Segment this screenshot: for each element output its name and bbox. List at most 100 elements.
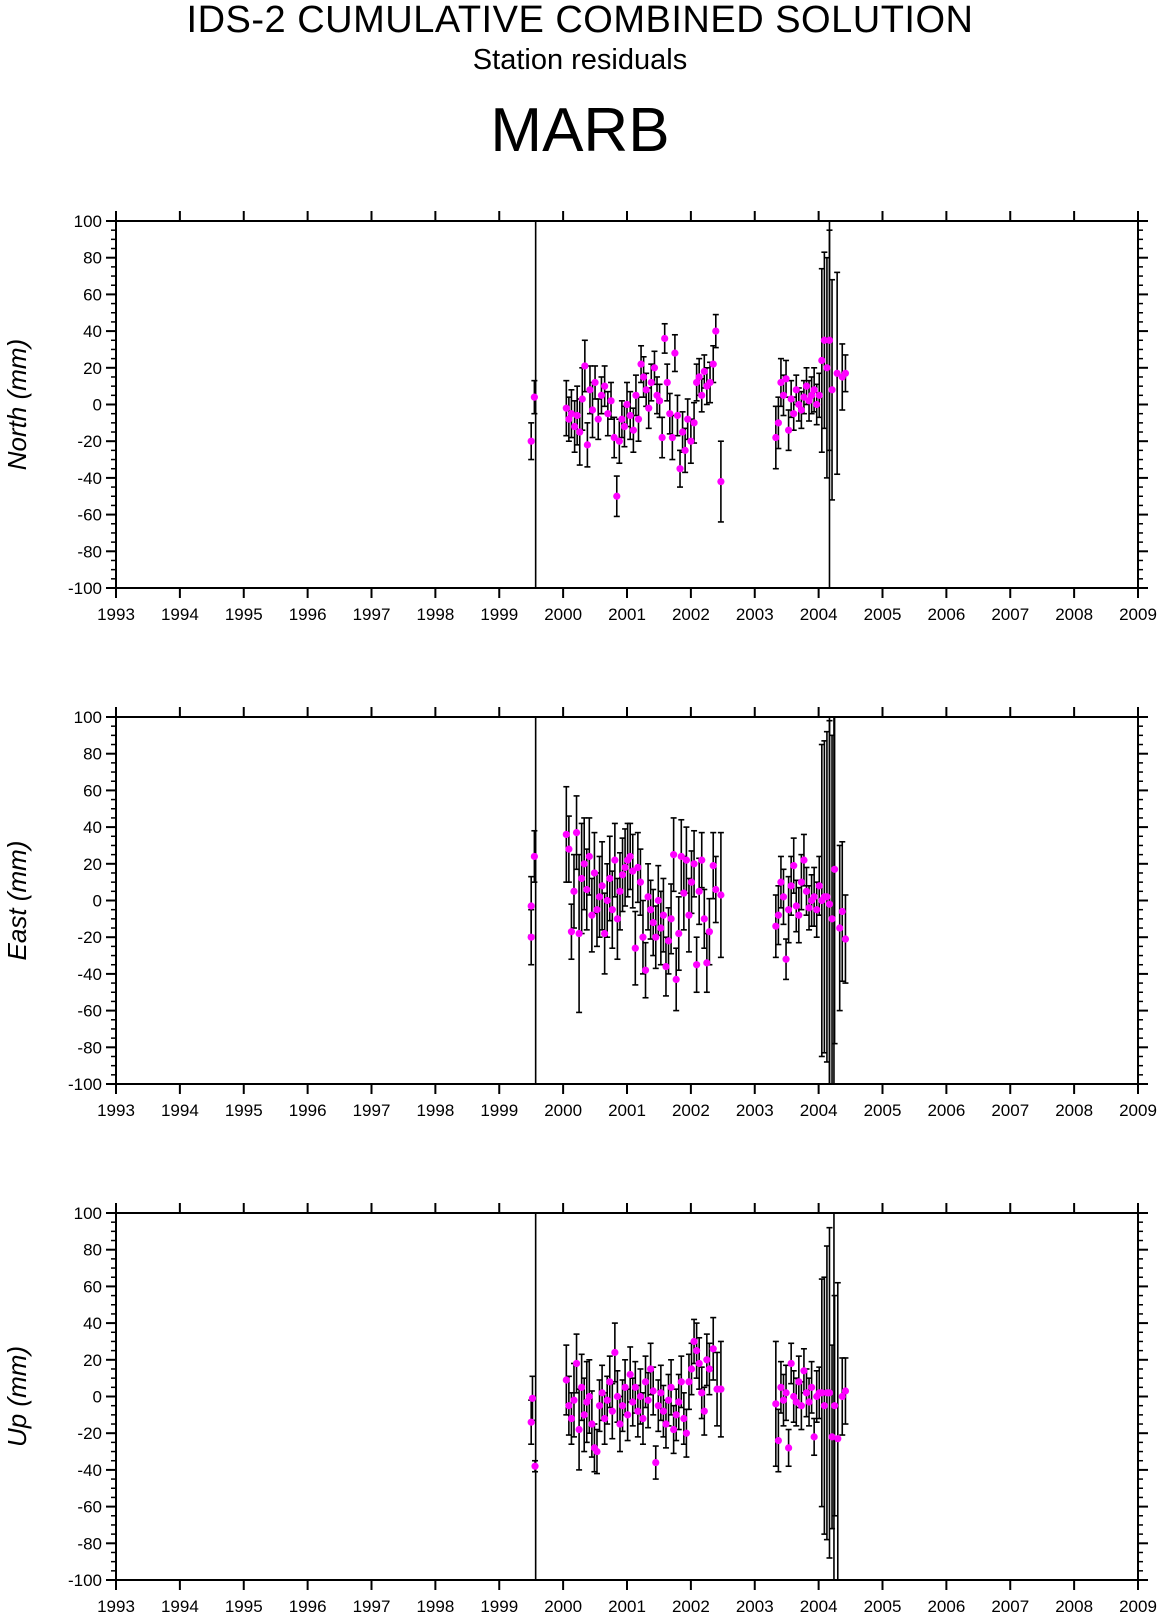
data-point <box>586 386 594 394</box>
data-point <box>682 1429 691 1437</box>
data-point <box>705 1365 713 1373</box>
data-point <box>800 1367 808 1375</box>
data-point <box>647 1365 655 1373</box>
x-tick-label: 2001 <box>608 1101 646 1120</box>
data-point <box>792 386 800 394</box>
chart-main-title: IDS-2 CUMULATIVE COMBINED SOLUTION <box>186 0 974 41</box>
data-point <box>531 1462 539 1470</box>
data-point <box>785 426 793 434</box>
data-point <box>576 428 584 436</box>
data-point <box>818 1389 826 1397</box>
data-point <box>712 885 720 894</box>
x-tick-label: 2005 <box>864 605 902 624</box>
data-point <box>594 415 602 423</box>
data-point <box>779 391 788 399</box>
x-tick-label: 1997 <box>353 1597 391 1616</box>
data-layer <box>527 717 850 1084</box>
data-point <box>649 1387 657 1395</box>
x-tick-label: 2007 <box>991 1597 1029 1616</box>
x-tick-label: 1994 <box>161 1597 199 1616</box>
y-tick-label: 60 <box>83 285 102 304</box>
data-point <box>813 400 821 409</box>
data-point <box>645 404 653 412</box>
data-point <box>667 915 675 923</box>
x-tick-label: 2000 <box>544 1597 582 1616</box>
y-tick-label: -100 <box>68 1571 102 1590</box>
data-point <box>608 1407 616 1415</box>
y-tick-label: -80 <box>77 542 102 561</box>
y-tick-label: 20 <box>83 359 102 378</box>
data-point <box>606 1378 614 1386</box>
data-point <box>610 433 618 442</box>
x-tick-label: 1999 <box>480 1597 518 1616</box>
x-tick-label: 2009 <box>1119 605 1157 624</box>
data-point <box>698 391 706 399</box>
data-point <box>792 902 800 910</box>
x-tick-label: 1994 <box>161 1101 199 1120</box>
data-point <box>802 887 811 895</box>
x-tick-label: 1999 <box>480 605 518 624</box>
data-point <box>841 1387 850 1395</box>
data-point <box>810 1433 818 1441</box>
data-point <box>611 856 619 864</box>
data-point <box>636 1392 645 1401</box>
chart-subtitle: Station residuals <box>472 44 688 76</box>
data-point <box>785 906 793 914</box>
data-point <box>661 334 669 343</box>
data-point <box>570 887 578 895</box>
data-point <box>834 1435 842 1443</box>
data-point <box>698 1389 706 1397</box>
data-point <box>815 391 823 399</box>
data-point <box>639 1414 647 1423</box>
x-tick-label: 1998 <box>416 605 454 624</box>
data-point <box>782 1389 790 1397</box>
data-point <box>717 477 725 486</box>
data-point <box>698 856 706 864</box>
data-point <box>833 369 841 377</box>
data-point <box>673 411 682 420</box>
data-point <box>623 400 631 409</box>
data-point <box>639 933 647 941</box>
y-tick-label: 0 <box>93 396 102 415</box>
data-point <box>785 1444 793 1452</box>
data-point <box>598 1389 606 1397</box>
y-tick-label: 80 <box>83 745 102 764</box>
data-point <box>593 906 601 914</box>
data-point <box>790 1392 798 1401</box>
x-tick-label: 1998 <box>416 1597 454 1616</box>
data-point <box>709 862 717 870</box>
data-point <box>562 404 570 412</box>
y-tick-label: 20 <box>83 855 102 874</box>
data-point <box>687 1365 696 1373</box>
data-point <box>828 386 836 394</box>
data-point <box>772 1400 780 1408</box>
data-point <box>595 893 604 901</box>
y-axis-label: East (mm) <box>2 841 32 961</box>
data-point <box>797 1402 805 1410</box>
data-point <box>655 397 664 405</box>
data-point <box>687 437 695 445</box>
data-point <box>777 1383 785 1391</box>
data-point <box>567 410 576 418</box>
data-point <box>527 902 535 910</box>
data-point <box>680 889 688 897</box>
data-point <box>601 1414 609 1423</box>
y-tick-label: 40 <box>83 1314 102 1333</box>
x-tick-label: 2004 <box>800 1597 838 1616</box>
y-tick-label: 80 <box>83 1241 102 1260</box>
y-tick-label: 100 <box>74 212 102 231</box>
x-tick-label: 1995 <box>225 1101 263 1120</box>
x-tick-label: 1996 <box>289 1597 327 1616</box>
data-point <box>631 944 639 952</box>
data-point <box>709 1345 717 1353</box>
data-point <box>565 415 573 423</box>
data-point <box>634 863 642 872</box>
x-tick-label: 1993 <box>97 1597 135 1616</box>
data-point <box>578 395 586 403</box>
data-point <box>571 422 579 431</box>
data-point <box>828 915 836 923</box>
data-point <box>659 911 668 919</box>
data-point <box>772 433 780 442</box>
x-tick-label: 2004 <box>800 605 838 624</box>
data-point <box>709 360 717 368</box>
